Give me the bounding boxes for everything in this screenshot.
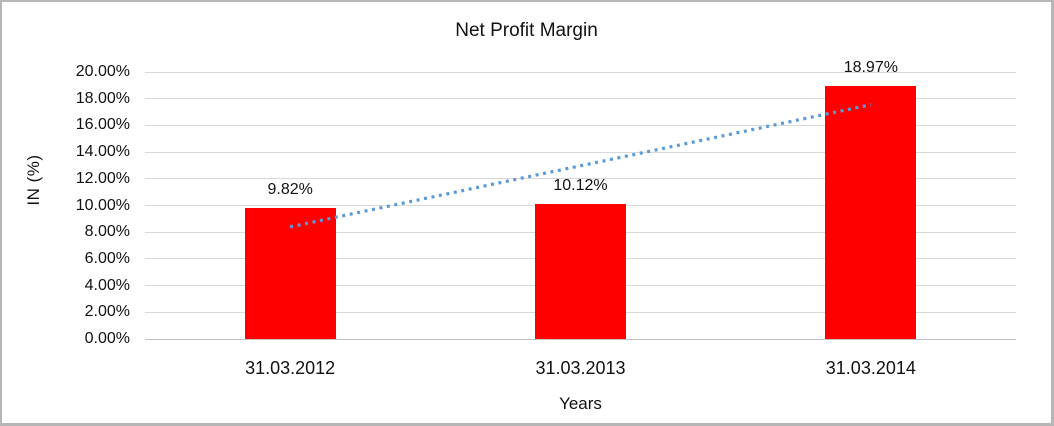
y-tick-label: 20.00% (75, 63, 130, 80)
y-tick-label: 2.00% (84, 303, 130, 321)
gridline (145, 338, 1016, 340)
gridline (145, 71, 1016, 73)
y-tick-label: 14.00% (75, 143, 130, 161)
y-tick-label: 18.00% (75, 89, 130, 107)
x-tick-label: 31.03.2013 (535, 358, 626, 378)
gridline (145, 98, 1016, 100)
bar-data-label: 10.12% (553, 176, 608, 194)
bar-data-label: 9.82% (267, 180, 313, 198)
x-tick-label: 31.03.2012 (245, 358, 336, 378)
bar (244, 207, 336, 339)
y-tick-label: 4.00% (84, 276, 130, 294)
bar (535, 203, 626, 339)
y-tick-label: 6.00% (84, 249, 130, 267)
y-tick-label: 12.00% (75, 169, 130, 187)
bar-data-label: 18.97% (843, 58, 898, 76)
bar (825, 85, 917, 339)
x-axis-title: Years (559, 394, 602, 413)
y-tick-label: 0.00% (84, 330, 130, 347)
y-tick-label: 16.00% (75, 116, 130, 134)
y-tick-label: 10.00% (75, 196, 130, 214)
x-tick-label: 31.03.2014 (825, 358, 916, 378)
y-tick-label: 8.00% (84, 223, 130, 241)
chart-title: Net Profit Margin (455, 20, 598, 41)
